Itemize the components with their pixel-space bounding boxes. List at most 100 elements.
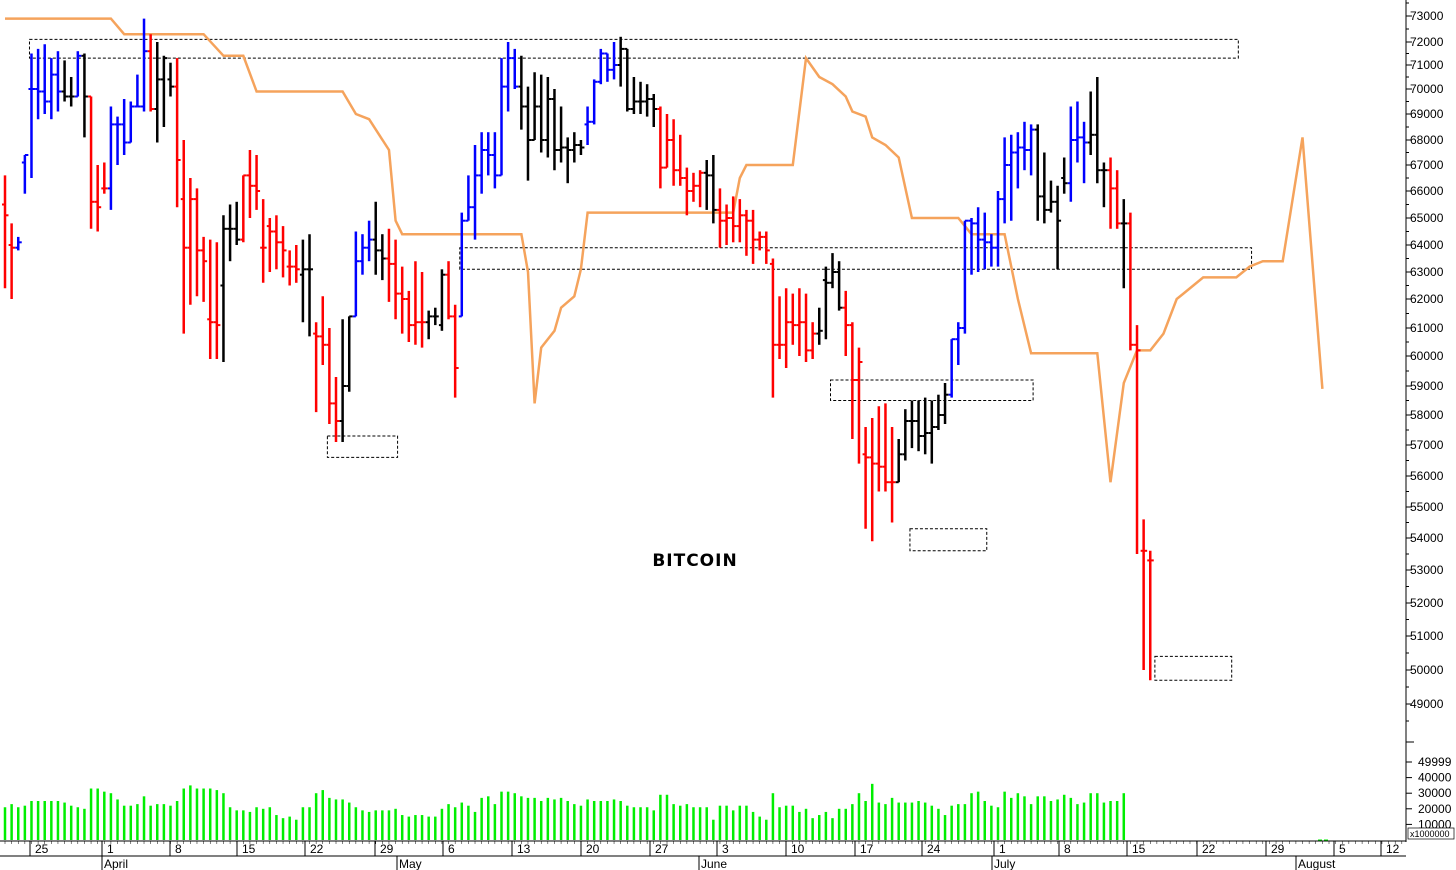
price-bar (664, 114, 671, 169)
price-tick-label: 66000 (1410, 184, 1444, 198)
price-bar (657, 106, 664, 189)
price-bars (2, 18, 1154, 681)
price-bar (81, 53, 88, 138)
price-bar (1008, 134, 1015, 221)
price-bar (855, 347, 863, 464)
price-bar (445, 261, 453, 320)
price-bar (961, 219, 969, 334)
price-bar (584, 106, 592, 145)
price-bar (1054, 185, 1062, 270)
price-bar (829, 253, 836, 289)
annotation-box-1 (326, 435, 399, 458)
price-bar (1028, 124, 1035, 176)
price-bar (432, 307, 439, 326)
price-bar (597, 48, 605, 85)
price-bar (405, 290, 413, 342)
price-bar (1147, 550, 1154, 681)
price-bar (346, 315, 353, 392)
price-bar (207, 239, 214, 359)
price-bar (1120, 199, 1128, 289)
price-bar (74, 51, 82, 98)
price-bar (498, 58, 505, 177)
price-bar (630, 77, 638, 114)
price-bar (385, 228, 393, 302)
day-tick-label: 20 (586, 842, 600, 856)
day-tick-label: 5 (1339, 842, 1346, 856)
month-tick-label: June (701, 857, 727, 870)
price-bar (617, 36, 625, 87)
day-tick-label: 1 (999, 842, 1006, 856)
price-bar (107, 106, 115, 210)
price-bar (816, 307, 823, 345)
price-bar (538, 74, 545, 153)
price-bar (955, 322, 962, 365)
price-bar (286, 250, 294, 286)
price-tick-label: 70000 (1410, 82, 1444, 96)
price-bar (1061, 157, 1068, 194)
day-tick-label: 3 (722, 842, 729, 856)
price-tick-label: 62000 (1410, 292, 1444, 306)
price-bar (1067, 106, 1075, 202)
price-bar (458, 212, 466, 318)
price-tick-label: 52000 (1410, 596, 1444, 610)
price-tick-label: 49000 (1410, 697, 1444, 711)
volume-tick-label: 49999 (1418, 755, 1452, 769)
price-bar (776, 296, 784, 359)
price-bar (750, 209, 757, 264)
price-bar (902, 409, 909, 461)
day-tick-label: 22 (310, 842, 324, 856)
day-tick-label: 29 (1271, 842, 1285, 856)
price-bar (1127, 212, 1134, 351)
price-bar (1107, 157, 1115, 229)
price-tick-label: 73000 (1410, 9, 1444, 23)
price-bar (352, 231, 360, 318)
price-bar (187, 178, 194, 305)
price-bar (624, 47, 631, 112)
price-bar (472, 145, 479, 240)
price-bar (1087, 91, 1095, 155)
price-tick-label: 53000 (1410, 563, 1444, 577)
day-tick-label: 8 (175, 842, 182, 856)
price-bar (895, 439, 903, 484)
price-bar (366, 220, 373, 262)
price-bar (266, 218, 274, 272)
price-bar (478, 132, 486, 194)
price-bar (591, 79, 598, 125)
volume-tick-label: 30000 (1418, 786, 1452, 800)
day-tick-label: 22 (1202, 842, 1216, 856)
price-bar (1140, 519, 1148, 670)
price-bar (882, 403, 889, 492)
month-tick-label: April (104, 857, 128, 870)
day-tick-label: 29 (380, 842, 394, 856)
price-bar (544, 77, 552, 158)
price-bar (988, 234, 995, 267)
price-bar (836, 261, 843, 311)
price-bar (968, 218, 976, 275)
price-bar (723, 204, 731, 245)
price-tick-label: 71000 (1410, 58, 1444, 72)
day-tick-label: 15 (1132, 842, 1146, 856)
price-bar (697, 170, 704, 208)
price-bar (763, 231, 770, 264)
chart-title: BITCOIN (652, 551, 737, 571)
price-bar (975, 207, 982, 272)
price-bar (425, 310, 433, 340)
price-bar (611, 42, 618, 80)
price-bar (94, 165, 102, 232)
price-bar (1014, 132, 1022, 189)
day-tick-label: 10 (791, 842, 805, 856)
price-bar (995, 191, 1002, 267)
price-bar (604, 52, 611, 82)
price-bar (491, 132, 499, 189)
annotation-box-4 (909, 528, 988, 552)
price-bar (756, 231, 764, 251)
price-bar (710, 155, 717, 224)
price-bar (372, 201, 380, 275)
price-bar (736, 199, 744, 243)
day-tick-label: 25 (35, 842, 49, 856)
price-tick-label: 72000 (1410, 35, 1444, 49)
price-bar (326, 328, 333, 424)
price-bar (167, 62, 174, 97)
annotation-box-3 (830, 379, 1034, 401)
